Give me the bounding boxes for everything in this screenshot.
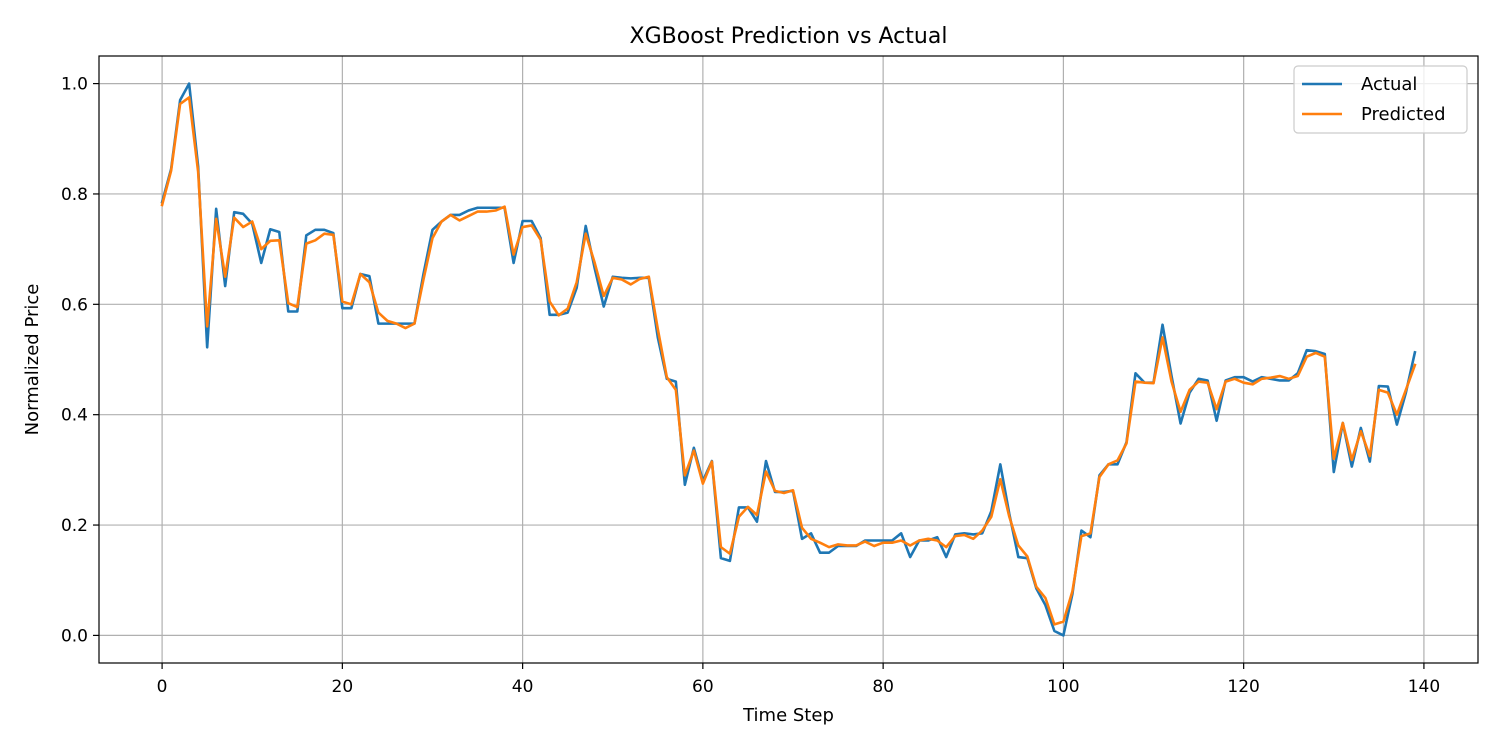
x-tick-label: 40 xyxy=(512,677,534,697)
y-tick-label: 0.4 xyxy=(61,406,88,426)
series-line-predicted xyxy=(160,96,1417,626)
grid xyxy=(99,56,1478,663)
y-tick-label: 0.2 xyxy=(61,516,88,536)
legend-label-predicted: Predicted xyxy=(1361,104,1446,125)
x-tick-label: 80 xyxy=(872,677,894,697)
x-tick-label: 140 xyxy=(1408,677,1440,697)
x-axis-label: Time Step xyxy=(742,705,834,726)
x-tick-label: 100 xyxy=(1047,677,1079,697)
x-tick-label: 120 xyxy=(1227,677,1259,697)
y-axis-label: Normalized Price xyxy=(22,284,43,436)
ticks: 0 20 40 60 80 100 120 140 0.0 0.2 0.4 0.6 0.8 1.0 xyxy=(61,75,1440,697)
y-tick-label: 0.8 xyxy=(61,185,88,205)
x-tick-label: 20 xyxy=(332,677,354,697)
legend-label-actual: Actual xyxy=(1361,74,1417,95)
legend: Actual Predicted xyxy=(1293,65,1468,134)
chart-title: XGBoost Prediction vs Actual xyxy=(630,24,948,49)
series-layer xyxy=(160,82,1417,637)
x-tick-label: 60 xyxy=(692,677,714,697)
y-tick-label: 0.0 xyxy=(61,626,88,646)
x-tick-label: 0 xyxy=(157,677,168,697)
y-tick-label: 1.0 xyxy=(61,75,88,95)
plot-frame xyxy=(98,55,1479,664)
y-tick-label: 0.6 xyxy=(61,295,88,315)
